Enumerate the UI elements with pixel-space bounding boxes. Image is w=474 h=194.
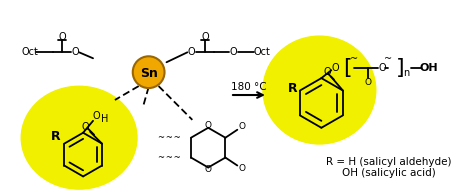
Text: R: R bbox=[288, 81, 297, 94]
Text: O: O bbox=[323, 67, 331, 77]
Text: 180 °C: 180 °C bbox=[231, 82, 267, 92]
Ellipse shape bbox=[20, 86, 138, 190]
Text: OH (salicylic acid): OH (salicylic acid) bbox=[342, 168, 436, 178]
Text: Oct: Oct bbox=[21, 47, 38, 57]
Circle shape bbox=[133, 56, 164, 88]
Text: Oct: Oct bbox=[254, 47, 270, 57]
Text: R = H (salicyl aldehyde): R = H (salicyl aldehyde) bbox=[326, 157, 452, 166]
Text: ~ ~ ~: ~ ~ ~ bbox=[158, 153, 181, 162]
Text: n: n bbox=[402, 68, 409, 78]
Text: O: O bbox=[72, 47, 79, 57]
Text: O: O bbox=[239, 122, 246, 131]
Text: ~: ~ bbox=[384, 54, 392, 64]
Text: O: O bbox=[188, 47, 195, 57]
Text: O: O bbox=[365, 78, 372, 87]
Text: [: [ bbox=[343, 58, 352, 78]
Text: R: R bbox=[51, 130, 60, 143]
Text: O: O bbox=[58, 32, 66, 42]
Text: O: O bbox=[201, 32, 209, 42]
Text: Sn: Sn bbox=[140, 67, 157, 80]
Text: O: O bbox=[82, 122, 89, 132]
Text: O: O bbox=[229, 47, 237, 57]
Text: ]: ] bbox=[396, 58, 404, 78]
Text: O: O bbox=[239, 164, 246, 173]
Text: O: O bbox=[205, 121, 212, 130]
Text: H: H bbox=[101, 114, 109, 124]
Text: ~ ~ ~: ~ ~ ~ bbox=[158, 133, 181, 142]
Text: O: O bbox=[205, 165, 212, 174]
Text: O: O bbox=[331, 63, 339, 73]
Text: O: O bbox=[378, 63, 386, 73]
Text: OH: OH bbox=[419, 63, 438, 73]
Ellipse shape bbox=[262, 36, 376, 145]
Text: ~: ~ bbox=[350, 54, 358, 64]
Text: O: O bbox=[92, 111, 100, 121]
